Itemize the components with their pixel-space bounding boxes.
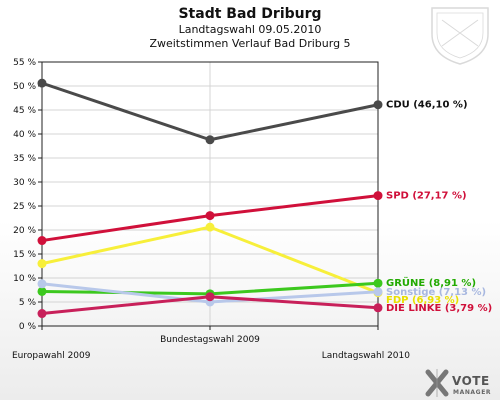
series-label-die-linke: DIE LINKE (3,79 %) [386, 303, 492, 314]
y-tick-label: 45 % [13, 106, 36, 116]
data-point-spd [373, 191, 383, 201]
x-category-label: Europawahl 2009 [12, 351, 91, 361]
data-point-sonstige [37, 279, 47, 289]
data-point-cdu [37, 78, 47, 88]
axes: 0 % 5 % 10 % 15 % 20 % 25 % 30 % 35 % 40 % 45 % 50… [12, 58, 410, 361]
x-category-label: Landtagswahl 2010 [322, 351, 411, 361]
series-label-sonstige: Sonstige (7,13 %) [386, 287, 486, 298]
coat-of-arms [431, 7, 489, 65]
data-point-cdu [205, 135, 215, 145]
y-tick-label: 5 % [19, 298, 37, 308]
x-category-label: Bundestagswahl 2009 [160, 335, 260, 345]
series-label-gr-ne: GRÜNE (8,91 %) [386, 275, 476, 289]
chart-subtitle: Landtagswahl 09.05.2010 [179, 23, 322, 36]
data-point-die-linke [37, 309, 47, 319]
chart-title: Stadt Bad Driburg [178, 6, 321, 22]
y-tick-label: 25 % [13, 202, 36, 212]
y-tick-label: 0 % [19, 322, 37, 332]
vote-manager-cross-icon [425, 369, 449, 397]
series [37, 78, 383, 319]
data-point-spd [37, 236, 47, 246]
data-point-fdp [37, 259, 47, 269]
series-label-fdp: FDP (6,93 %) [386, 295, 459, 306]
data-point-gr-ne [373, 278, 383, 288]
y-tick-label: 15 % [13, 250, 36, 260]
series-label-spd: SPD (27,17 %) [386, 191, 467, 202]
y-tick-label: 30 % [13, 178, 36, 188]
vote-manager-logo: VOTE MANAGER [425, 369, 491, 397]
y-tick-label: 50 % [13, 82, 36, 92]
data-point-die-linke [373, 303, 383, 313]
chart-subtitle-2: Zweitstimmen Verlauf Bad Driburg 5 [149, 37, 350, 50]
data-point-spd [205, 211, 215, 221]
y-tick-label: 35 % [13, 154, 36, 164]
brand-name: VOTE [452, 374, 490, 388]
data-point-gr-ne [37, 286, 47, 296]
data-point-cdu [373, 100, 383, 110]
series-label-cdu: CDU (46,10 %) [386, 100, 468, 111]
y-tick-label: 55 % [13, 58, 36, 68]
data-point-fdp [205, 222, 215, 232]
data-point-die-linke [205, 292, 215, 302]
y-tick-label: 10 % [13, 274, 36, 284]
data-point-sonstige [373, 287, 383, 297]
brand-sub: MANAGER [453, 389, 491, 396]
y-tick-label: 20 % [13, 226, 36, 236]
series-labels: CDU (46,10 %) SPD (27,17 %) GRÜNE (8,91 %)… [386, 100, 492, 314]
y-tick-label: 40 % [13, 130, 36, 140]
